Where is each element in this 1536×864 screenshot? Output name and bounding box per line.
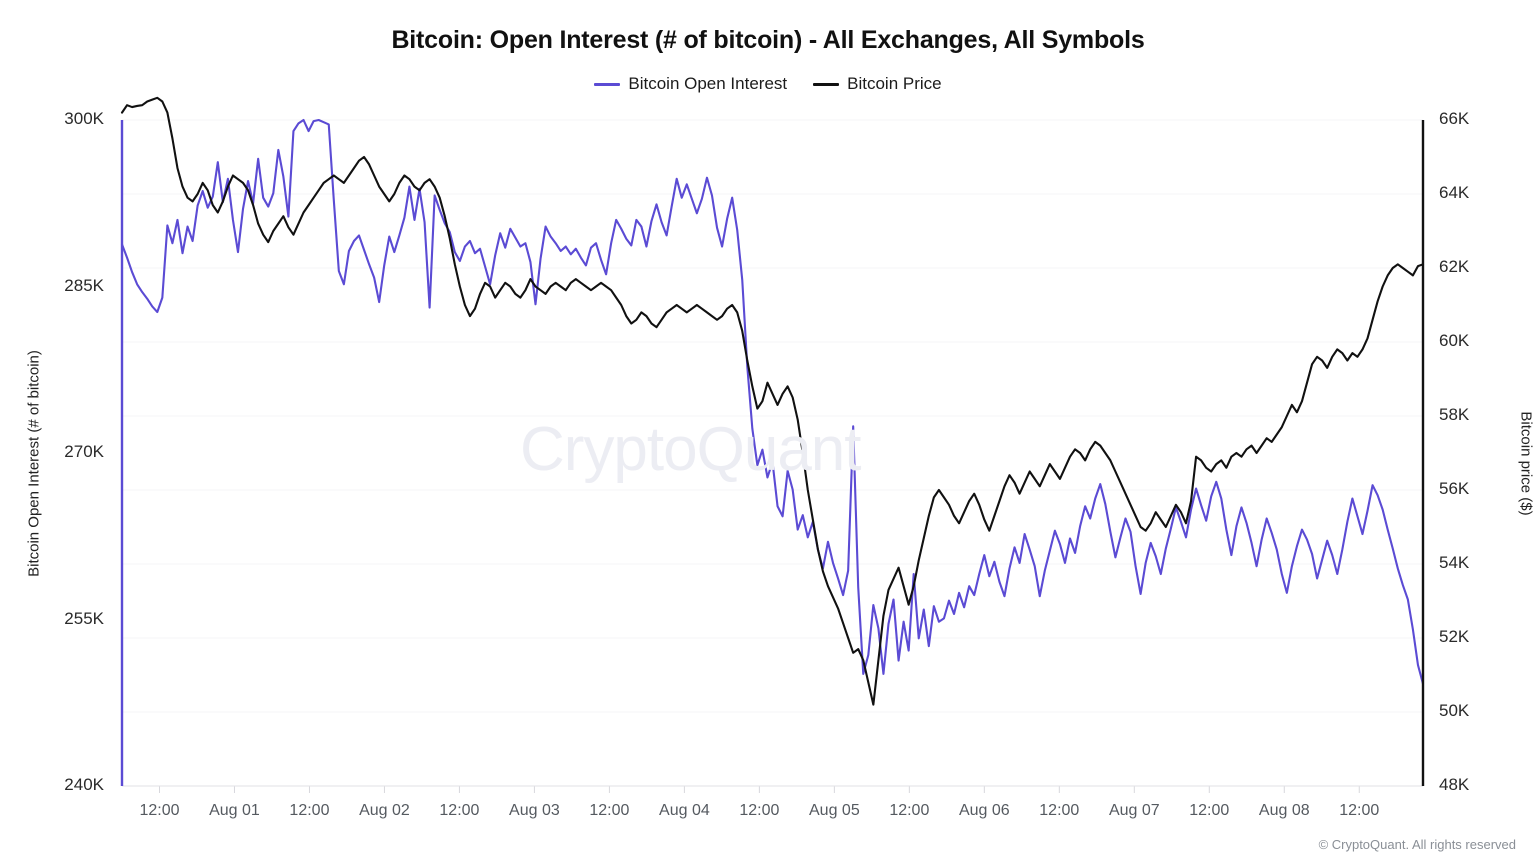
legend-swatch-open-interest — [594, 82, 621, 86]
series-line-price — [120, 96, 1425, 706]
legend-label-price: Bitcoin Price — [847, 74, 942, 93]
y-axis-left-tick-label: 255K — [64, 608, 104, 628]
x-axis-tick-label: 12:00 — [1189, 802, 1230, 819]
x-axis-tick-label: Aug 04 — [659, 802, 710, 819]
x-axis-tick-label: Aug 08 — [1258, 802, 1310, 819]
x-axis-tick-label: 12:00 — [1039, 802, 1080, 819]
x-axis-tick-label: 12:00 — [289, 802, 330, 819]
y-axis-right-tick-label: 64K — [1439, 183, 1470, 202]
y-axis-left-tick-label: 240K — [64, 775, 104, 794]
y-axis-right-tick-label: 66K — [1439, 109, 1470, 128]
y-axis-right-tick-label: 56K — [1439, 479, 1470, 498]
y-axis-right-tick-label: 52K — [1439, 627, 1470, 646]
y-axis-left-tick-label: 270K — [64, 442, 104, 461]
cryptoquant-watermark: CryptoQuant — [520, 415, 862, 484]
series-line-open-interest — [120, 118, 1425, 685]
x-axis-tick-label: 12:00 — [589, 802, 630, 819]
y-axis-left-tick-label: 300K — [64, 109, 104, 128]
y-axis-right-tick-label: 48K — [1439, 775, 1470, 794]
legend-item-price[interactable]: Bitcoin Price — [813, 74, 942, 94]
chart-title: Bitcoin: Open Interest (# of bitcoin) - … — [391, 26, 1145, 54]
x-axis-tick-label: Aug 05 — [809, 802, 860, 819]
chart-legend: Bitcoin Open Interest Bitcoin Price — [0, 74, 1536, 94]
legend-item-open-interest[interactable]: Bitcoin Open Interest — [594, 74, 787, 94]
x-axis-tick-label: Aug 03 — [509, 802, 560, 819]
y-axis-right-tick-label: 54K — [1439, 553, 1470, 572]
x-axis-tick-label: 12:00 — [139, 802, 180, 819]
y-axis-left-tick-label: 285K — [64, 275, 104, 295]
x-axis-tick-label: 12:00 — [1339, 802, 1380, 819]
x-axis-tick-label: Aug 01 — [209, 802, 260, 819]
legend-label-open-interest: Bitcoin Open Interest — [628, 74, 788, 93]
y-axis-right-tick-label: 50K — [1439, 701, 1470, 720]
x-axis-tick-label: 12:00 — [739, 802, 780, 819]
x-axis-tick-label: 12:00 — [889, 802, 930, 819]
copyright-footer: © CryptoQuant. All rights reserved — [1318, 837, 1516, 852]
y-axis-right-tick-label: 58K — [1439, 405, 1470, 424]
legend-swatch-price — [813, 82, 840, 86]
x-axis-tick-label: Aug 07 — [1108, 802, 1160, 819]
y-axis-right-tick-label: 60K — [1439, 331, 1470, 350]
x-axis-tick-label: Aug 02 — [359, 802, 410, 819]
x-axis-tick-label: 12:00 — [439, 802, 480, 819]
y-axis-right-tick-label: 62K — [1439, 257, 1470, 276]
x-axis-tick-label: Aug 06 — [958, 802, 1010, 819]
